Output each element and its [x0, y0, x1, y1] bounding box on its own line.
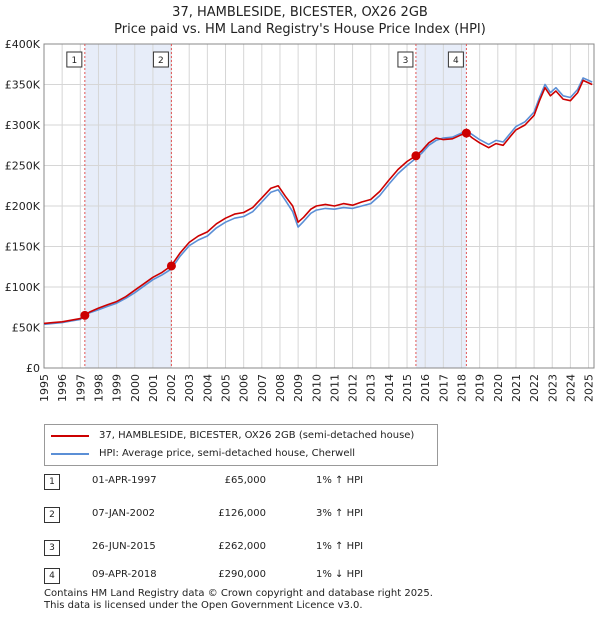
x-tick-label: 2020 [492, 374, 505, 402]
sale-date: 26-JUN-2015 [92, 541, 156, 552]
x-tick-label: 2018 [455, 374, 468, 402]
legend: 37, HAMBLESIDE, BICESTER, OX26 2GB (semi… [44, 424, 438, 466]
sale-marker-label: 3 [403, 56, 409, 66]
sale-date: 07-JAN-2002 [92, 508, 156, 519]
sale-price: £290,000 [218, 569, 266, 580]
x-tick-label: 1996 [56, 374, 69, 402]
x-tick-label: 2017 [437, 374, 450, 402]
y-tick-label: £400K [5, 38, 41, 51]
sale-marker-label: 4 [453, 56, 459, 66]
sale-point [411, 151, 421, 161]
sale-number: 3 [44, 540, 60, 556]
sale-hpi-comparison: 1% ↑ HPI [316, 475, 364, 486]
x-tick-label: 2001 [147, 374, 160, 402]
sale-row: 1 01-APR-1997 £65,000 1% ↑ HPI [44, 472, 544, 492]
y-tick-label: £250K [5, 160, 41, 173]
sale-marker-box [66, 51, 83, 68]
x-tick-label: 2010 [310, 374, 323, 402]
x-tick-label: 2007 [256, 374, 269, 402]
sale-marker-label: 2 [158, 56, 164, 66]
sale-point [166, 261, 176, 271]
sale-date: 09-APR-2018 [92, 569, 157, 580]
sale-price: £262,000 [218, 541, 266, 552]
x-tick-label: 2011 [328, 374, 341, 402]
price-chart: £0 £50K £100K £150K £200K £250K £300K £350K £400… [5, 38, 596, 402]
y-tick-label: £50K [12, 322, 41, 335]
x-tick-label: 2013 [365, 374, 378, 402]
legend-swatch-property [51, 435, 89, 437]
x-tick-label: 2003 [183, 374, 196, 402]
series-line-hpi [43, 77, 593, 326]
sale-point [461, 128, 471, 138]
x-tick-label: 2019 [474, 374, 487, 402]
legend-label-hpi: HPI: Average price, semi-detached house,… [99, 448, 356, 459]
footer-line-2: This data is licensed under the Open Gov… [44, 600, 363, 611]
x-tick-label: 2025 [583, 374, 596, 402]
x-tick-label: 2022 [528, 374, 541, 402]
x-tick-label: 2009 [292, 374, 305, 402]
x-tick-label: 1998 [92, 374, 105, 402]
sale-hpi-comparison: 3% ↑ HPI [316, 508, 364, 519]
plot-border [43, 43, 595, 369]
footer: Contains HM Land Registry data © Crown c… [44, 588, 433, 612]
x-tick-label: 2002 [165, 374, 178, 402]
x-tick-label: 2012 [347, 374, 360, 402]
sale-hpi-comparison: 1% ↓ HPI [316, 569, 364, 580]
sale-marker-box [397, 51, 414, 68]
x-tick-label: 2004 [201, 374, 214, 402]
series-line-property [43, 79, 593, 325]
chart-title-block: 37, HAMBLESIDE, BICESTER, OX26 2GB Price… [0, 4, 600, 38]
sale-row: 4 09-APR-2018 £290,000 1% ↓ HPI [44, 566, 544, 586]
sale-price: £126,000 [218, 508, 266, 519]
sale-number: 1 [44, 474, 60, 490]
x-tick-label: 1997 [74, 374, 87, 402]
sale-number: 2 [44, 507, 60, 523]
legend-label-property: 37, HAMBLESIDE, BICESTER, OX26 2GB (semi… [99, 430, 415, 441]
y-tick-label: £200K [5, 200, 41, 213]
x-tick-label: 2005 [220, 374, 233, 402]
x-tick-label: 2015 [401, 374, 414, 402]
x-tick-label: 2008 [274, 374, 287, 402]
x-tick-label: 2016 [419, 374, 432, 402]
footer-line-1: Contains HM Land Registry data © Crown c… [44, 588, 433, 599]
sale-hpi-comparison: 1% ↑ HPI [316, 541, 364, 552]
x-tick-label: 2021 [510, 374, 523, 402]
x-tick-label: 2000 [129, 374, 142, 402]
sale-marker-box [447, 51, 464, 68]
y-tick-label: £150K [5, 241, 41, 254]
sale-date: 01-APR-1997 [92, 475, 157, 486]
y-tick-label: £100K [5, 281, 41, 294]
y-tick-label: £0 [26, 362, 40, 375]
sale-row: 2 07-JAN-2002 £126,000 3% ↑ HPI [44, 505, 544, 525]
x-tick-label: 2006 [238, 374, 251, 402]
x-tick-label: 2024 [564, 374, 577, 402]
chart-title: 37, HAMBLESIDE, BICESTER, OX26 2GB [172, 5, 428, 20]
sale-price: £65,000 [224, 475, 266, 486]
y-tick-label: £350K [5, 79, 41, 92]
sale-row: 3 26-JUN-2015 £262,000 1% ↑ HPI [44, 538, 544, 558]
x-tick-label: 1999 [111, 374, 124, 402]
legend-swatch-hpi [51, 453, 89, 455]
sale-marker-label: 1 [71, 56, 77, 66]
y-tick-label: £300K [5, 119, 41, 132]
sale-number: 4 [44, 568, 60, 584]
x-tick-label: 2014 [383, 374, 396, 402]
chart-subtitle: Price paid vs. HM Land Registry's House … [114, 22, 486, 37]
x-tick-label: 2023 [546, 374, 559, 402]
sale-marker-box [152, 51, 169, 68]
x-tick-label: 1995 [38, 374, 51, 402]
sale-point [80, 310, 90, 320]
